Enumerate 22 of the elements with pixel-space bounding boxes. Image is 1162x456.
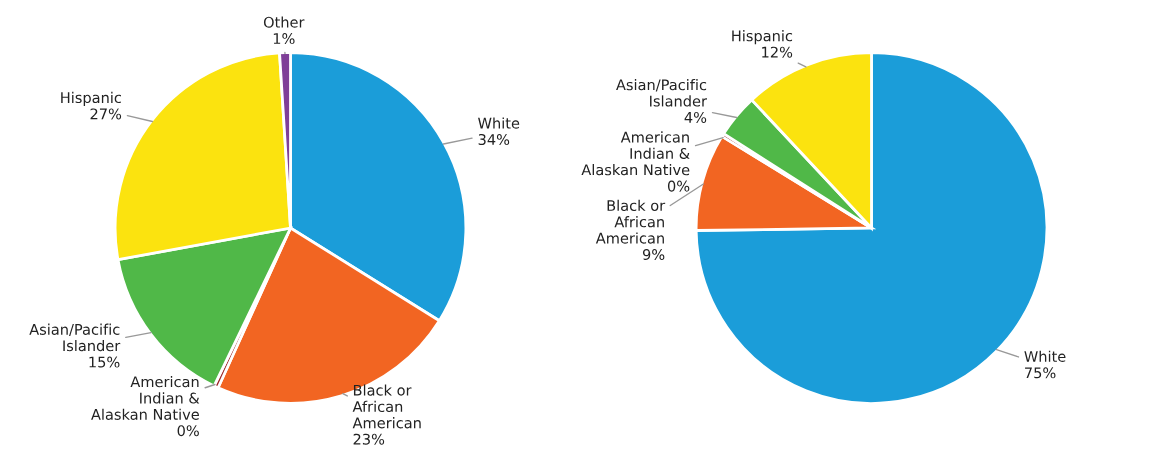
data-label: 0%	[177, 425, 199, 437]
slice-label: Hispanic	[61, 91, 121, 106]
slice-label: White	[1024, 350, 1066, 362]
data-label: 75%	[1025, 367, 1056, 379]
slice-label: Asian/Pacific Islander	[616, 79, 707, 107]
data-label: 9%	[642, 249, 665, 261]
data-label: 12%	[762, 46, 793, 58]
data-label: 15%	[89, 356, 120, 368]
data-label: 34%	[478, 134, 510, 146]
slice-label: Black or African American	[595, 199, 666, 244]
slice-label: Asian/Pacific Islander	[29, 323, 121, 352]
data-label: 4%	[684, 111, 707, 123]
slice-label: American Indian & Alaskan Native	[581, 131, 690, 176]
slice-label: American Indian & Alaskan Native	[91, 375, 200, 420]
slice-label: Black or African American	[352, 384, 421, 429]
slice-label: White	[478, 117, 520, 129]
slice-label: Other	[263, 16, 305, 28]
data-label: 1%	[273, 33, 295, 45]
slice-label: Hispanic	[732, 30, 793, 45]
data-label: 27%	[90, 108, 122, 120]
data-label: 23%	[353, 433, 385, 445]
data-label: 0%	[667, 180, 690, 192]
